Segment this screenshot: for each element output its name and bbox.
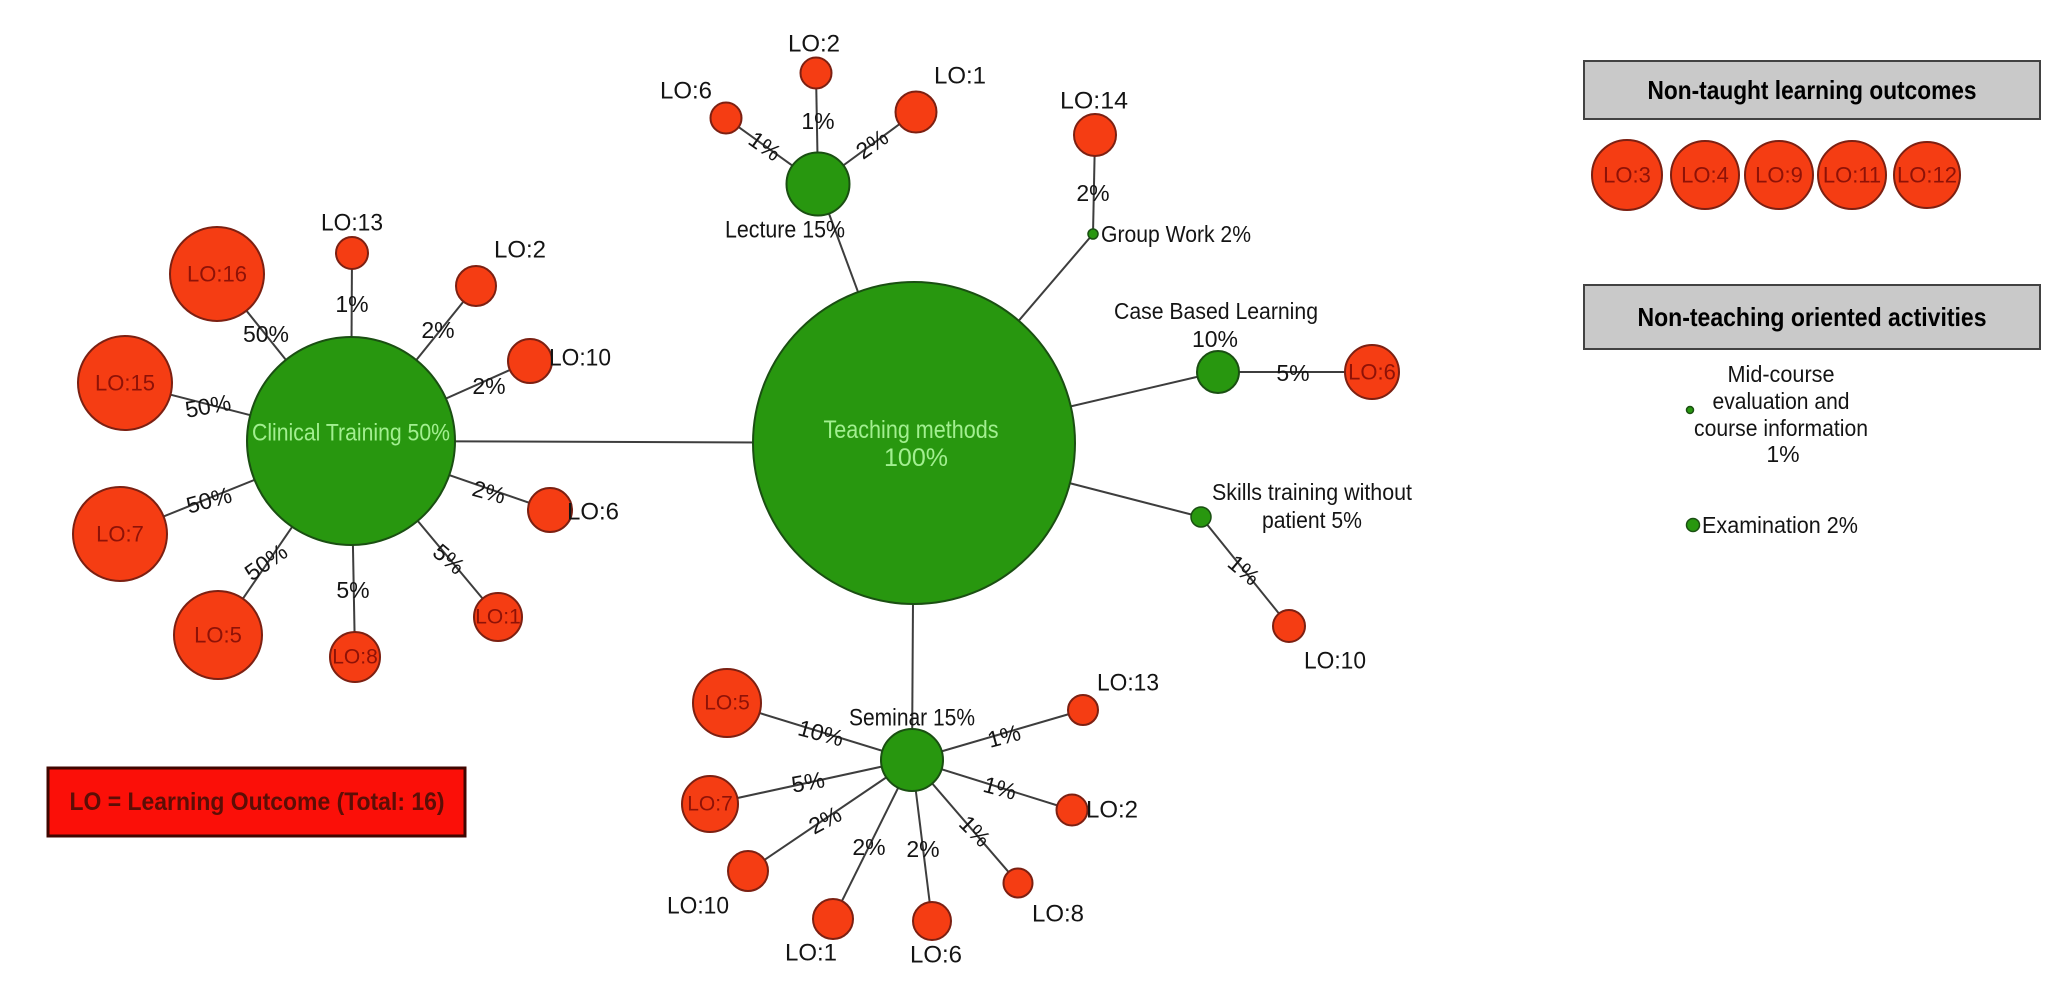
svg-text:LO:5: LO:5 [194,623,242,648]
svg-text:course information: course information [1694,415,1868,441]
svg-text:LO:10: LO:10 [667,893,729,920]
svg-text:2%: 2% [852,834,885,860]
svg-text:Mid-course: Mid-course [1728,361,1835,387]
svg-text:LO:6: LO:6 [910,942,962,969]
svg-text:Seminar 15%: Seminar 15% [849,705,975,732]
svg-text:LO:7: LO:7 [96,522,144,547]
svg-text:10%: 10% [1192,326,1238,352]
svg-text:5%: 5% [1276,360,1309,386]
svg-text:Group Work 2%: Group Work 2% [1101,221,1251,247]
svg-text:1%: 1% [1766,441,1799,467]
svg-text:LO:13: LO:13 [321,210,383,237]
svg-text:LO:15: LO:15 [95,371,155,396]
svg-text:1%: 1% [801,108,834,134]
svg-text:LO:7: LO:7 [687,793,733,816]
svg-text:Skills training without: Skills training without [1212,479,1413,505]
svg-text:LO:6: LO:6 [567,499,619,526]
svg-text:LO:16: LO:16 [187,262,247,287]
svg-text:50%: 50% [243,321,289,347]
svg-text:LO:2: LO:2 [788,31,840,58]
svg-text:LO:1: LO:1 [934,63,986,90]
svg-text:LO:8: LO:8 [332,646,378,669]
svg-text:LO:11: LO:11 [1823,163,1881,188]
svg-text:Clinical Training 50%: Clinical Training 50% [252,420,450,447]
svg-text:LO:14: LO:14 [1060,88,1128,115]
svg-text:LO = Learning Outcome (Total:: LO = Learning Outcome (Total: 16) [70,788,445,816]
svg-text:LO:3: LO:3 [1603,163,1651,188]
svg-text:LO:10: LO:10 [549,345,611,372]
svg-text:LO:1: LO:1 [475,606,521,629]
svg-text:LO:4: LO:4 [1681,163,1729,188]
svg-text:1%: 1% [335,291,368,317]
svg-text:LO:1: LO:1 [785,940,837,967]
svg-text:LO:10: LO:10 [1304,648,1366,675]
svg-text:Non-teaching oriented activiti: Non-teaching oriented activities [1638,302,1987,332]
svg-text:LO:2: LO:2 [1086,797,1138,824]
svg-text:LO:9: LO:9 [1755,163,1803,188]
svg-text:100%: 100% [884,444,948,472]
svg-text:LO:5: LO:5 [704,692,750,715]
svg-text:5%: 5% [336,577,369,603]
svg-text:LO:12: LO:12 [1897,163,1957,188]
svg-text:Lecture 15%: Lecture 15% [725,217,845,244]
svg-text:Case Based Learning: Case Based Learning [1114,298,1318,324]
svg-text:Examination 2%: Examination 2% [1702,512,1858,538]
svg-text:LO:13: LO:13 [1097,670,1159,697]
svg-text:LO:8: LO:8 [1032,901,1084,928]
svg-text:evaluation and: evaluation and [1713,388,1850,414]
svg-text:2%: 2% [906,836,939,862]
svg-text:LO:2: LO:2 [494,237,546,264]
svg-text:5%: 5% [789,766,826,797]
svg-text:patient 5%: patient 5% [1262,507,1362,533]
svg-text:LO:6: LO:6 [1348,360,1396,385]
svg-text:LO:6: LO:6 [660,78,712,105]
svg-text:2%: 2% [421,317,454,343]
svg-text:Teaching methods: Teaching methods [824,416,999,444]
svg-text:2%: 2% [472,373,505,399]
svg-text:Non-taught learning outcomes: Non-taught learning outcomes [1648,75,1977,105]
svg-text:2%: 2% [1076,180,1109,206]
